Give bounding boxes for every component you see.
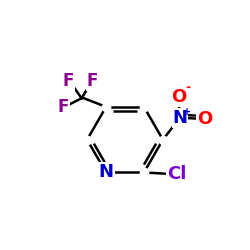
Text: O: O — [197, 110, 212, 128]
Text: F: F — [58, 98, 69, 116]
Text: -: - — [186, 81, 191, 94]
Text: N: N — [98, 164, 114, 182]
Text: +: + — [183, 107, 191, 117]
Text: O: O — [171, 88, 186, 106]
Text: F: F — [87, 72, 98, 90]
Text: N: N — [172, 109, 188, 127]
Text: Cl: Cl — [167, 165, 187, 183]
Text: F: F — [62, 72, 74, 90]
